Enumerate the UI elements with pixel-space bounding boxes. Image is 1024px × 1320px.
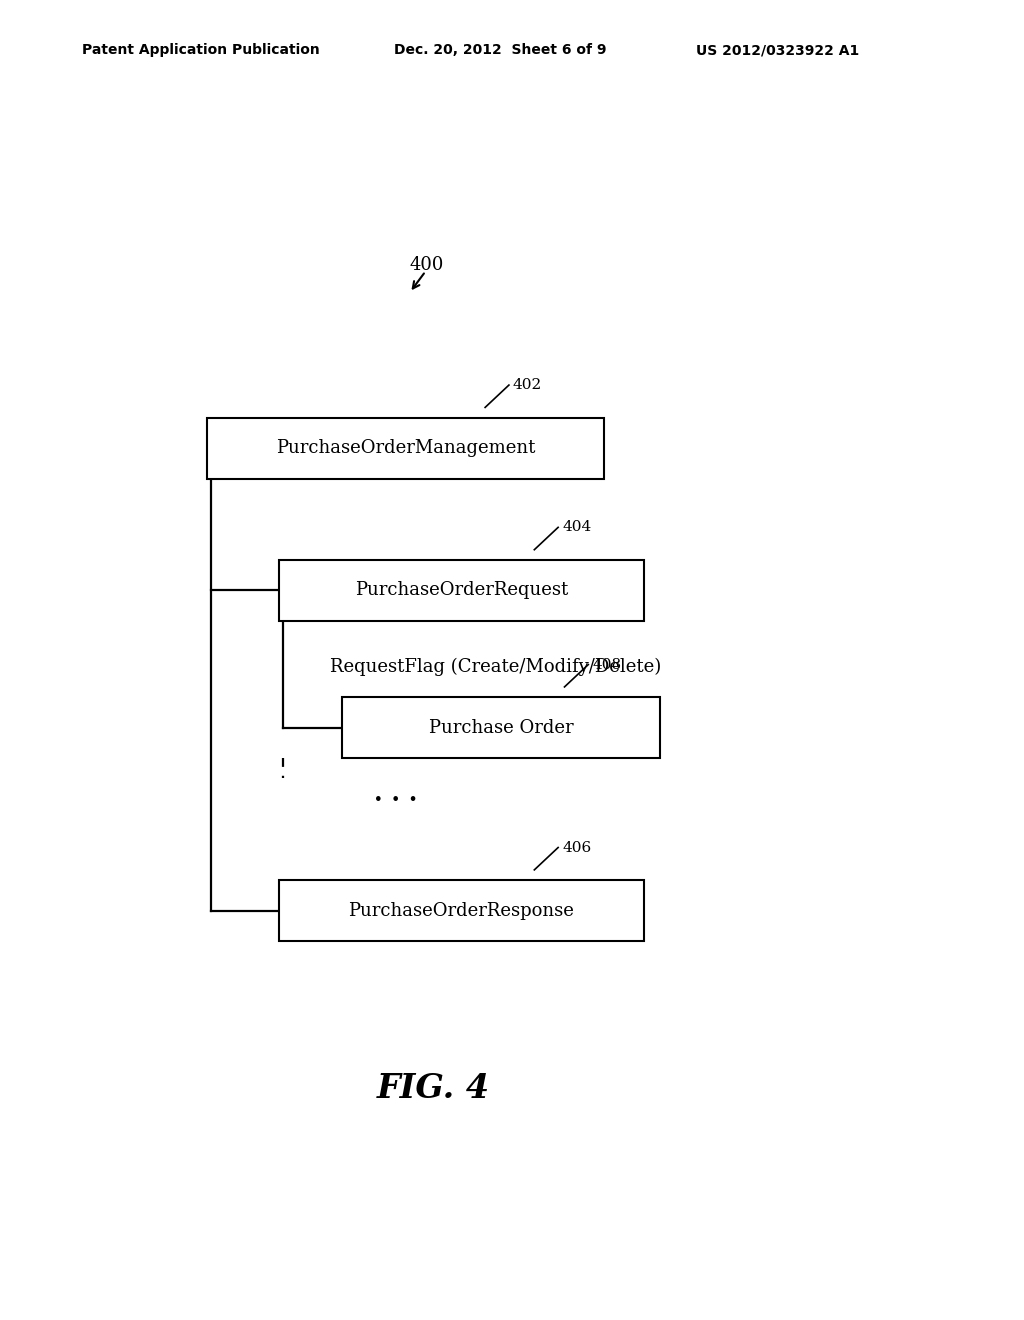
FancyBboxPatch shape	[279, 880, 644, 941]
Text: FIG. 4: FIG. 4	[377, 1072, 490, 1105]
Text: 408: 408	[592, 657, 622, 672]
Text: RequestFlag (Create/Modify/Delete): RequestFlag (Create/Modify/Delete)	[331, 657, 662, 676]
Text: PurchaseOrderManagement: PurchaseOrderManagement	[276, 440, 536, 457]
FancyBboxPatch shape	[207, 417, 604, 479]
Text: 404: 404	[562, 520, 591, 535]
Text: Purchase Order: Purchase Order	[429, 718, 573, 737]
Text: 406: 406	[562, 841, 591, 854]
Text: PurchaseOrderResponse: PurchaseOrderResponse	[348, 902, 574, 920]
FancyBboxPatch shape	[342, 697, 659, 758]
Text: 402: 402	[513, 378, 542, 392]
Text: . . .: . . .	[374, 781, 418, 805]
FancyBboxPatch shape	[279, 560, 644, 620]
Text: Patent Application Publication: Patent Application Publication	[82, 44, 319, 57]
Text: PurchaseOrderRequest: PurchaseOrderRequest	[354, 581, 568, 599]
Text: 400: 400	[410, 256, 444, 275]
Text: US 2012/0323922 A1: US 2012/0323922 A1	[696, 44, 859, 57]
Text: Dec. 20, 2012  Sheet 6 of 9: Dec. 20, 2012 Sheet 6 of 9	[394, 44, 607, 57]
